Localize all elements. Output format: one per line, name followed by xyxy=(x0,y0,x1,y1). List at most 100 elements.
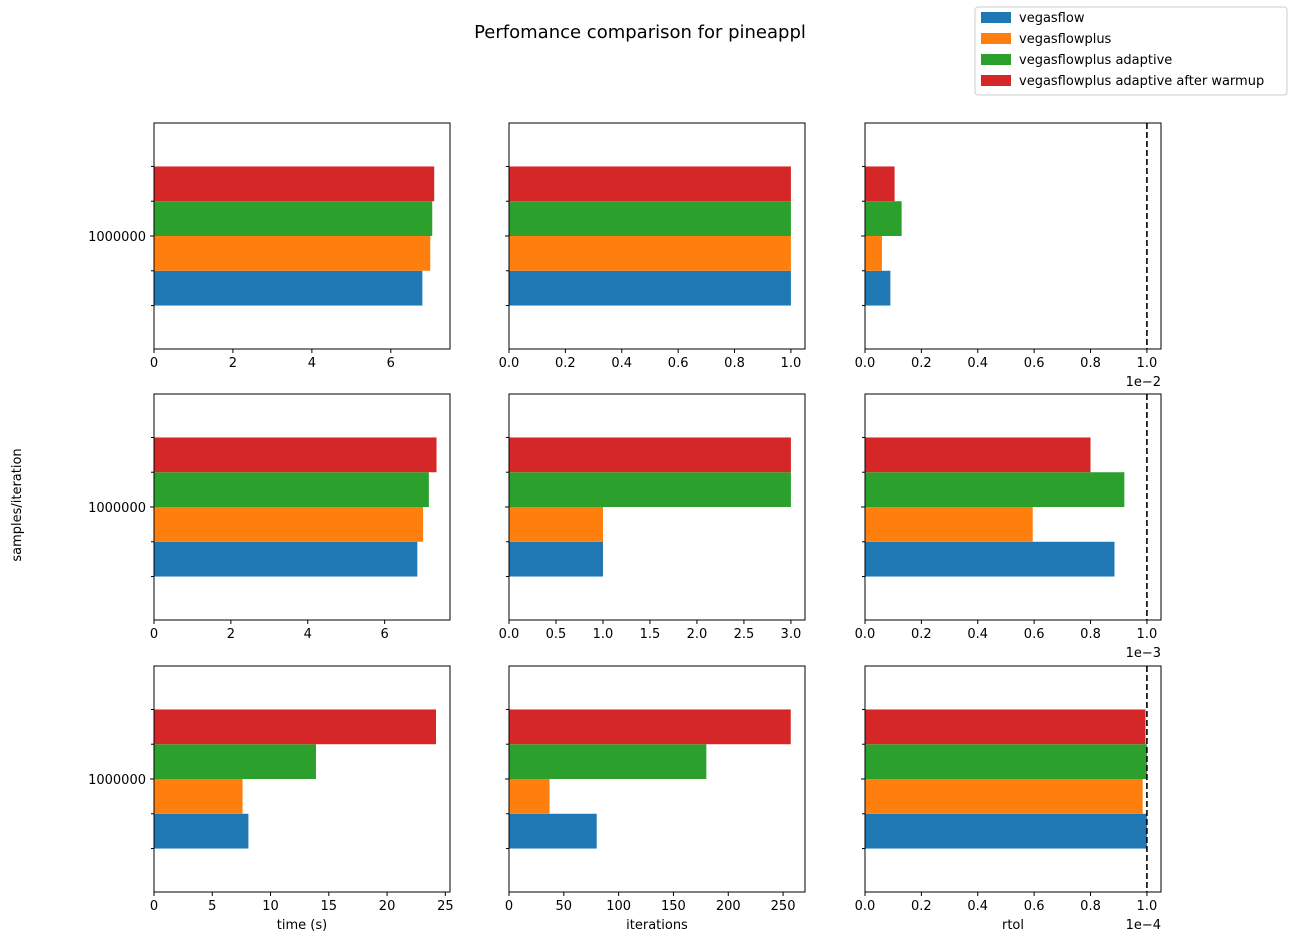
x-tick-label: 2.5 xyxy=(734,627,755,642)
legend-entry-vegasflowplus-adaptive: vegasflowplus adaptive xyxy=(981,53,1172,68)
y-tick-label: 1000000 xyxy=(88,773,146,788)
x-tick-label: 3.0 xyxy=(781,627,802,642)
x-tick-label: 0.0 xyxy=(499,627,520,642)
x-tick-label: 0.4 xyxy=(967,356,988,371)
x-tick-label: 2.0 xyxy=(687,627,708,642)
x-tick-label: 100 xyxy=(606,899,631,914)
x-tick-label: 0 xyxy=(505,899,513,914)
x-tick-label: 0.6 xyxy=(1024,356,1045,371)
x-tick-label: 1.5 xyxy=(640,627,661,642)
bar-vegasflowplus-adaptive xyxy=(509,744,707,779)
x-tick-label: 0 xyxy=(150,899,158,914)
x-tick-label: 0.2 xyxy=(911,899,932,914)
x-tick-label: 0.4 xyxy=(967,627,988,642)
x-axis-label: rtol xyxy=(1002,918,1024,933)
x-tick-label: 15 xyxy=(321,899,338,914)
x-tick-label: 0.4 xyxy=(967,899,988,914)
bar-vegasflowplus xyxy=(865,779,1143,814)
bar-vegasflowplus-adaptive xyxy=(154,744,316,779)
x-tick-label: 0.8 xyxy=(1080,627,1101,642)
bar-vegasflowplus-adaptive xyxy=(509,201,791,236)
x-tick-label: 0.0 xyxy=(855,627,876,642)
x-tick-label: 250 xyxy=(771,899,796,914)
legend-swatch xyxy=(981,75,1011,86)
subplot-r1c2: 0.0 0.2 0.4 0.6 0.8 1.0 xyxy=(499,122,806,371)
x-tick-label: 6 xyxy=(381,627,389,642)
legend-swatch xyxy=(981,54,1011,65)
x-tick-label: 1.0 xyxy=(593,627,614,642)
bar-vegasflowplus xyxy=(154,507,424,542)
bar-vegasflowplus-adaptive-after-warmup xyxy=(154,166,435,202)
bar-vegasflowplus-adaptive xyxy=(154,472,429,507)
x-tick-label: 2 xyxy=(229,356,237,371)
legend-label: vegasflowplus adaptive after warmup xyxy=(1019,74,1264,89)
x-tick-label: 4 xyxy=(304,627,312,642)
x-tick-label: 0.0 xyxy=(855,899,876,914)
bar-vegasflow xyxy=(509,813,597,849)
bar-vegasflow xyxy=(509,541,603,577)
x-tick-label: 0.5 xyxy=(546,627,567,642)
bar-vegasflowplus xyxy=(509,236,791,271)
bar-vegasflowplus-adaptive-after-warmup xyxy=(154,437,437,473)
bar-vegasflow xyxy=(509,270,791,306)
x-tick-label: 50 xyxy=(556,899,573,914)
bar-vegasflowplus-adaptive xyxy=(865,744,1147,779)
x-tick-label: 6 xyxy=(387,356,395,371)
x-tick-label: 0.0 xyxy=(855,356,876,371)
x-tick-label: 0.2 xyxy=(911,356,932,371)
legend-swatch xyxy=(981,33,1011,44)
x-tick-label: 0 xyxy=(150,627,158,642)
x-tick-label: 200 xyxy=(716,899,741,914)
legend-entry-vegasflow: vegasflow xyxy=(981,11,1085,26)
legend: vegasflow vegasflowplus vegasflowplus ad… xyxy=(974,6,1288,96)
x-tick-label: 0.0 xyxy=(499,356,520,371)
bar-vegasflowplus-adaptive-after-warmup xyxy=(509,166,791,202)
y-tick-label: 1000000 xyxy=(88,230,146,245)
x-axis-label: iterations xyxy=(626,918,688,933)
bar-vegasflowplus xyxy=(509,507,603,542)
legend-label: vegasflow xyxy=(1019,11,1085,26)
legend-entry-vegasflowplus-adaptive-after-warmup: vegasflowplus adaptive after warmup xyxy=(981,74,1264,89)
subplot-r1c1: 0 2 4 6 1000000 xyxy=(88,122,451,371)
bar-vegasflowplus xyxy=(865,236,882,271)
x-tick-label: 1.0 xyxy=(1137,627,1158,642)
x-tick-label: 2 xyxy=(227,627,235,642)
bar-vegasflow xyxy=(154,813,249,849)
subplot-r2c2: 0.0 0.5 1.0 1.5 2.0 2.5 3.0 xyxy=(499,393,806,642)
x-tick-label: 1.0 xyxy=(1137,899,1158,914)
x-axis-multiplier: 1e−3 xyxy=(1126,646,1161,661)
x-tick-label: 1.0 xyxy=(781,356,802,371)
subplot-r3c2: 0 50 100 150 200 250 iterations xyxy=(505,665,806,933)
subplot-r2c3: 0.0 0.2 0.4 0.6 0.8 1.0 1e−3 xyxy=(855,393,1162,661)
x-tick-label: 0.6 xyxy=(1024,627,1045,642)
subplot-r3c1: 0 5 10 15 20 25 1000000 time (s) xyxy=(88,665,454,933)
x-tick-label: 0.6 xyxy=(1024,899,1045,914)
subplot-r2c1: 0 2 4 6 1000000 xyxy=(88,393,451,642)
x-axis-multiplier: 1e−4 xyxy=(1126,918,1161,933)
x-tick-label: 0.8 xyxy=(1080,356,1101,371)
legend-label: vegasflowplus adaptive xyxy=(1019,53,1172,68)
x-tick-label: 20 xyxy=(379,899,396,914)
x-tick-label: 0.8 xyxy=(1080,899,1101,914)
bar-vegasflow xyxy=(865,813,1147,849)
x-tick-label: 10 xyxy=(262,899,279,914)
bar-vegasflowplus-adaptive-after-warmup xyxy=(509,437,791,473)
legend-frame xyxy=(974,6,1288,96)
bar-vegasflowplus-adaptive-after-warmup xyxy=(865,437,1091,473)
figure-y-axis-label: samples/iteration xyxy=(10,448,25,561)
bar-vegasflow xyxy=(154,270,423,306)
bar-vegasflow xyxy=(865,270,891,306)
bar-vegasflowplus xyxy=(865,507,1033,542)
bar-vegasflow xyxy=(865,541,1115,577)
bar-vegasflowplus-adaptive-after-warmup xyxy=(509,709,791,745)
x-tick-label: 0 xyxy=(150,356,158,371)
figure-title: Perfomance comparison for pineappl xyxy=(474,22,806,43)
x-tick-label: 4 xyxy=(308,356,316,371)
x-tick-label: 1.0 xyxy=(1137,356,1158,371)
x-tick-label: 0.4 xyxy=(611,356,632,371)
x-tick-label: 25 xyxy=(437,899,454,914)
bar-vegasflowplus xyxy=(509,779,550,814)
subplot-r1c3: 0.0 0.2 0.4 0.6 0.8 1.0 1e−2 xyxy=(855,122,1162,390)
legend-swatch xyxy=(981,12,1011,23)
bar-vegasflowplus-adaptive xyxy=(865,472,1125,507)
